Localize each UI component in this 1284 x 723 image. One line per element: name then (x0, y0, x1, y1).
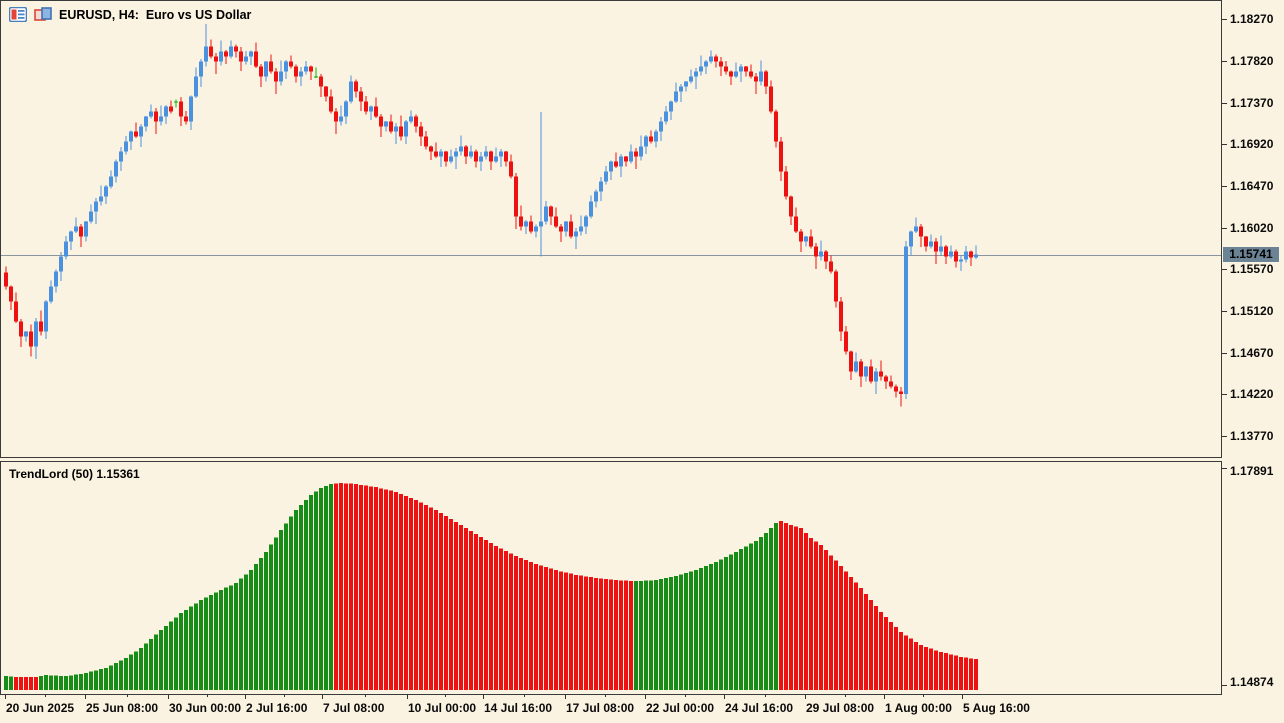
time-tick-label: 20 Jun 2025 (6, 701, 75, 715)
time-tick-minor (284, 694, 285, 697)
indicator-tick-mark (1222, 468, 1227, 469)
price-chart-canvas[interactable] (1, 1, 1221, 455)
time-tick-mark (168, 694, 169, 699)
chart-header: EURUSD, H4: Euro vs US Dollar (8, 6, 252, 23)
price-tick-mark (1222, 19, 1227, 20)
time-tick-mark (245, 694, 246, 699)
indicator-axis-top-label: 1.17891 (1230, 464, 1274, 478)
indicator-canvas[interactable] (1, 462, 1221, 692)
price-tick-label: 1.17820 (1230, 54, 1274, 68)
time-tick-label: 30 Jun 00:00 (169, 701, 242, 715)
time-scale[interactable]: 20 Jun 2025 25 Jun 08:00 30 Jun 00:00 2 Jul… (0, 694, 1222, 723)
time-tick-label: 17 Jul 08:00 (566, 701, 635, 715)
price-tick-label: 1.17370 (1230, 96, 1274, 110)
time-tick-minor (845, 694, 846, 697)
time-tick-label: 14 Jul 16:00 (484, 701, 553, 715)
time-tick-label: 25 Jun 08:00 (86, 701, 159, 715)
time-tick-label: 2 Jul 16:00 (246, 701, 308, 715)
price-tick-mark (1222, 311, 1227, 312)
price-tick-label: 1.16470 (1230, 179, 1274, 193)
time-tick-label: 29 Jul 08:00 (806, 701, 875, 715)
time-tick-label: 22 Jul 00:00 (646, 701, 715, 715)
price-tick-label: 1.13770 (1230, 429, 1274, 443)
price-tick-label: 1.14220 (1230, 387, 1274, 401)
chart-title: EURUSD, H4: Euro vs US Dollar (59, 7, 252, 22)
price-tick-label: 1.18270 (1230, 12, 1274, 26)
time-tick-mark (85, 694, 86, 699)
time-tick-label: 5 Aug 16:00 (963, 701, 1030, 715)
price-tick-label: 1.16020 (1230, 221, 1274, 235)
price-tick-mark (1222, 103, 1227, 104)
price-tick-mark (1222, 228, 1227, 229)
time-tick-mark (483, 694, 484, 699)
price-scale[interactable]: 1.18270 1.17820 1.17370 1.16920 1.16470 1.160… (1222, 0, 1284, 694)
time-tick-minor (524, 694, 525, 697)
time-tick-mark (805, 694, 806, 699)
time-tick-minor (685, 694, 686, 697)
time-tick-minor (765, 694, 766, 697)
indicator-panel[interactable]: TrendLord (50) 1.15361 (0, 461, 1222, 695)
time-tick-mark (645, 694, 646, 699)
price-tick-mark (1222, 394, 1227, 395)
indicator-axis-bottom-label: 1.14874 (1230, 675, 1274, 689)
time-tick-mark (5, 694, 6, 699)
price-tick-mark (1222, 436, 1227, 437)
price-tick-label: 1.16920 (1230, 137, 1274, 151)
price-tick-mark (1222, 269, 1227, 270)
time-tick-mark (962, 694, 963, 699)
price-tick-mark (1222, 186, 1227, 187)
price-chart-panel[interactable]: EURUSD, H4: Euro vs US Dollar (0, 0, 1222, 458)
time-tick-mark (884, 694, 885, 699)
time-tick-minor (207, 694, 208, 697)
price-tick-mark (1222, 144, 1227, 145)
current-price-badge: 1.15741 (1223, 247, 1279, 262)
chart-window-icon[interactable] (34, 7, 52, 22)
time-tick-minor (923, 694, 924, 697)
indicator-label: TrendLord (50) 1.15361 (9, 467, 140, 481)
time-tick-minor (127, 694, 128, 697)
price-tick-mark (1222, 61, 1227, 62)
price-tick-mark (1222, 353, 1227, 354)
time-tick-minor (605, 694, 606, 697)
time-tick-mark (407, 694, 408, 699)
time-tick-label: 24 Jul 16:00 (725, 701, 794, 715)
time-tick-label: 1 Aug 00:00 (885, 701, 952, 715)
price-tick-label: 1.15120 (1230, 304, 1274, 318)
time-tick-label: 7 Jul 08:00 (323, 701, 385, 715)
time-tick-mark (724, 694, 725, 699)
price-tick-label: 1.14670 (1230, 346, 1274, 360)
time-tick-mark (322, 694, 323, 699)
indicator-tick-mark (1222, 685, 1227, 686)
time-tick-minor (445, 694, 446, 697)
time-tick-minor (45, 694, 46, 697)
price-tick-label: 1.15570 (1230, 262, 1274, 276)
time-tick-minor (365, 694, 366, 697)
time-tick-label: 10 Jul 00:00 (408, 701, 477, 715)
trade-panel-icon[interactable] (8, 6, 28, 23)
time-tick-mark (565, 694, 566, 699)
